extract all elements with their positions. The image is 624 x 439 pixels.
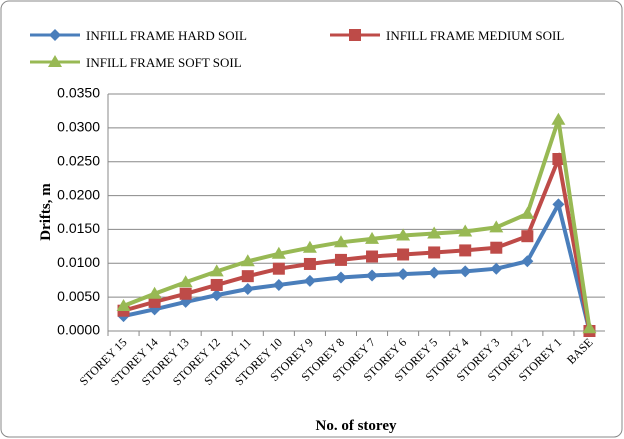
marker: [428, 246, 441, 259]
marker: [396, 228, 411, 241]
marker: [272, 278, 285, 291]
marker: [582, 321, 597, 334]
legend-label: INFILL FRAME MEDIUM SOIL: [386, 28, 564, 43]
marker: [459, 265, 472, 278]
marker: [428, 266, 441, 279]
y-tick-label: 0.0350: [57, 85, 100, 101]
marker: [365, 231, 380, 244]
y-tick-label: 0.0200: [57, 186, 100, 202]
marker: [349, 29, 361, 41]
y-tick-label: 0.0150: [57, 220, 100, 236]
marker: [427, 226, 442, 239]
marker: [210, 289, 223, 302]
marker: [209, 264, 224, 277]
marker: [489, 220, 504, 233]
legend-label: INFILL FRAME SOFT SOIL: [86, 55, 242, 70]
y-tick-label: 0.0250: [57, 152, 100, 168]
x-axis-label: No. of storey: [316, 418, 397, 434]
series-line: [122, 151, 592, 332]
marker: [240, 254, 255, 267]
y-tick-label: 0.0050: [57, 288, 100, 304]
marker: [303, 257, 316, 270]
legend-label: INFILL FRAME HARD SOIL: [86, 28, 247, 43]
y-tick-label: 0.0100: [57, 254, 100, 270]
marker: [271, 246, 286, 259]
marker: [551, 112, 566, 125]
marker: [366, 250, 379, 263]
marker: [302, 240, 317, 253]
marker: [397, 268, 410, 281]
marker: [210, 278, 223, 291]
marker: [552, 198, 565, 211]
marker: [241, 270, 254, 283]
marker: [303, 274, 316, 287]
marker: [333, 235, 348, 248]
y-tick-label: 0.0000: [57, 322, 100, 338]
marker: [490, 262, 503, 275]
marker: [49, 29, 61, 41]
marker: [490, 241, 503, 254]
marker: [397, 248, 410, 261]
marker: [552, 153, 565, 166]
marker: [366, 269, 379, 282]
marker: [520, 206, 535, 219]
marker: [521, 255, 534, 268]
marker: [241, 283, 254, 296]
marker: [48, 55, 62, 67]
y-tick-label: 0.0300: [57, 119, 100, 135]
marker: [147, 286, 162, 299]
marker: [179, 287, 192, 300]
y-axis-label: Drifts, m: [38, 183, 54, 241]
marker: [334, 271, 347, 284]
marker: [272, 262, 285, 275]
marker: [521, 230, 534, 243]
marker: [178, 275, 193, 288]
series-line: [122, 119, 592, 329]
marker: [334, 253, 347, 266]
marker: [458, 224, 473, 237]
marker: [459, 244, 472, 257]
marker: [148, 295, 161, 308]
series-line: [123, 198, 592, 332]
marker: [116, 298, 131, 311]
